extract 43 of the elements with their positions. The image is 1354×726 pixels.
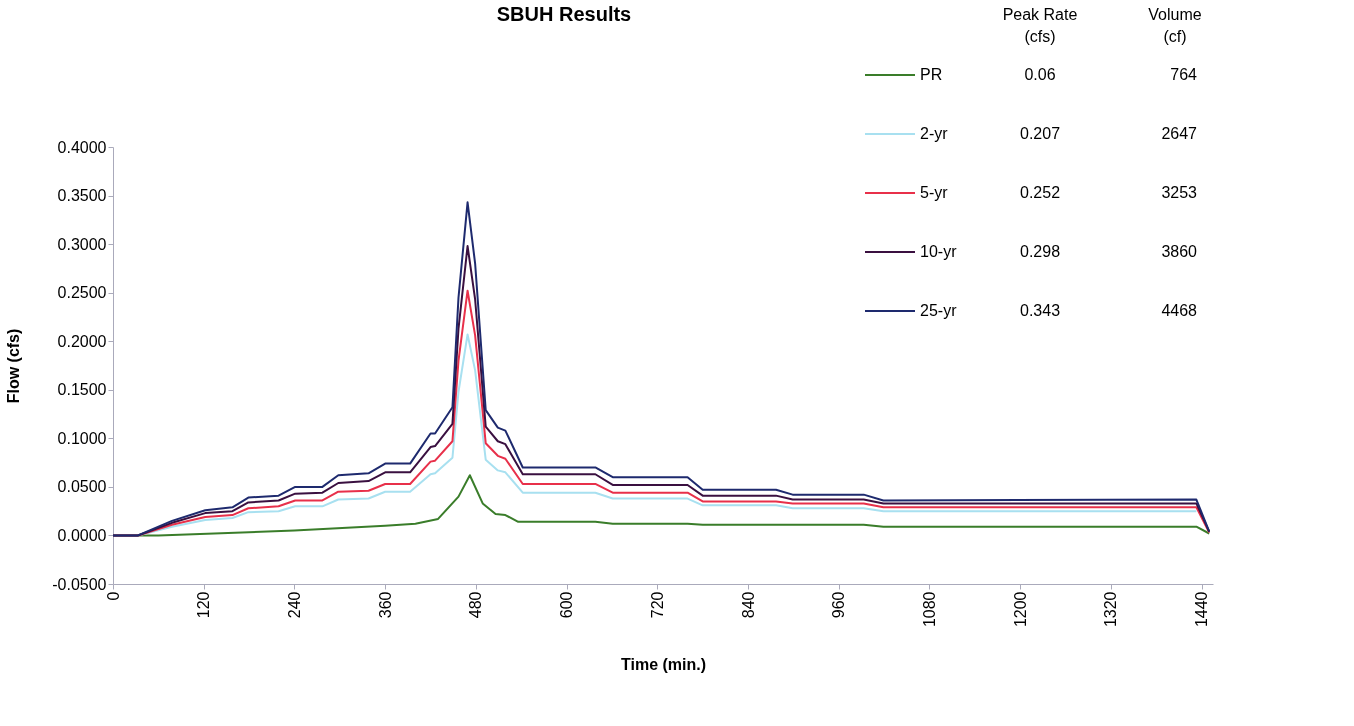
annotation: 0.343 [1019,302,1061,319]
x-tick-label: 0 [104,591,122,601]
y-axis-title: Flow (cfs) [5,328,23,404]
annotation: 3253 [1161,184,1198,201]
y-tick-label: 0.4000 [57,138,107,156]
x-tick-label: 1200 [1011,591,1029,628]
y-tick-label: 0.3000 [57,235,107,253]
y-tick-label: 0.2000 [57,332,107,350]
x-tick-label: 600 [558,591,576,619]
chart-title: SBUH Results [496,3,632,25]
annotation: 0.252 [1019,184,1061,201]
text: 764 [1170,66,1198,83]
x-tick-label: 1080 [920,591,938,628]
x-tick-label: 120 [195,591,213,619]
legend-label: 5-yr [920,184,949,201]
y-tick-label: 0.2500 [57,284,107,302]
legend-label: PR [920,66,943,83]
y-tick-label: 0.0500 [57,478,107,496]
annotation: 0.298 [1019,243,1061,260]
x-tick-label: 240 [285,591,303,619]
x-axis-title: Time (min.) [620,656,707,674]
x-tick-label: 960 [830,591,848,619]
text: 0.207 [1019,125,1061,142]
x-tick-label: 480 [467,591,485,619]
y-tick-label: -0.0500 [52,575,107,593]
x-tick-label: 1440 [1193,591,1211,628]
text: Peak Rate (cfs) [1002,6,1078,45]
x-tick-label: 1320 [1102,591,1120,628]
x-tick-label: 840 [739,591,757,619]
text: 2647 [1161,125,1198,142]
annotation: 3860 [1161,243,1198,260]
y-tick-label: 0.3500 [57,187,107,205]
x-tick-label: 360 [376,591,394,619]
legend-label: 2-yr [920,125,949,142]
y-tick-label: 0.0000 [57,526,107,544]
x-tick-label: 720 [648,591,666,619]
y-tick-label: 0.1500 [57,381,107,399]
text: Volume (cf) [1148,6,1202,45]
annotation: 4468 [1161,302,1198,319]
y-tick-label: 0.1000 [57,429,107,447]
legend-label: 25-yr [920,302,958,319]
legend-label: 10-yr [920,243,958,260]
text: 0.06 [1024,66,1056,83]
